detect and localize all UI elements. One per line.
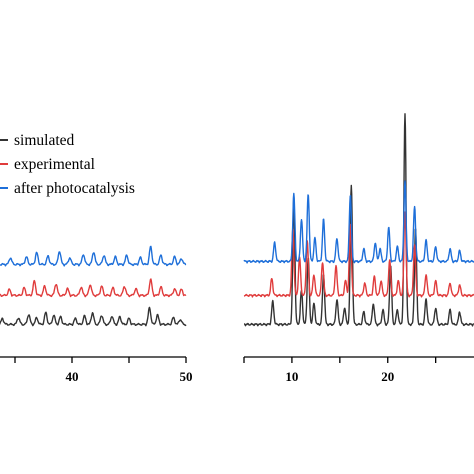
right-series-simulated: [243, 113, 474, 327]
legend: simulated experimental after photocatalysi…: [0, 132, 135, 197]
left-x-tick-label: 50: [180, 369, 193, 384]
left-series-after-photocatalysis: [0, 245, 187, 267]
left-panel: 40 50: [0, 245, 193, 384]
legend-label: simulated: [14, 132, 75, 149]
right-x-tick-label: 10: [285, 369, 298, 384]
right-series-after-photocatalysis: [243, 180, 474, 264]
right-series-experimental: [243, 211, 474, 298]
left-series-simulated: [0, 306, 187, 327]
legend-label: after photocatalysis: [14, 180, 135, 197]
left-x-tick-label: 40: [66, 369, 79, 384]
left-series-experimental: [0, 278, 187, 298]
legend-label: experimental: [14, 156, 95, 173]
right-x-tick-label: 20: [381, 369, 394, 384]
right-panel: 10 20: [243, 113, 474, 384]
